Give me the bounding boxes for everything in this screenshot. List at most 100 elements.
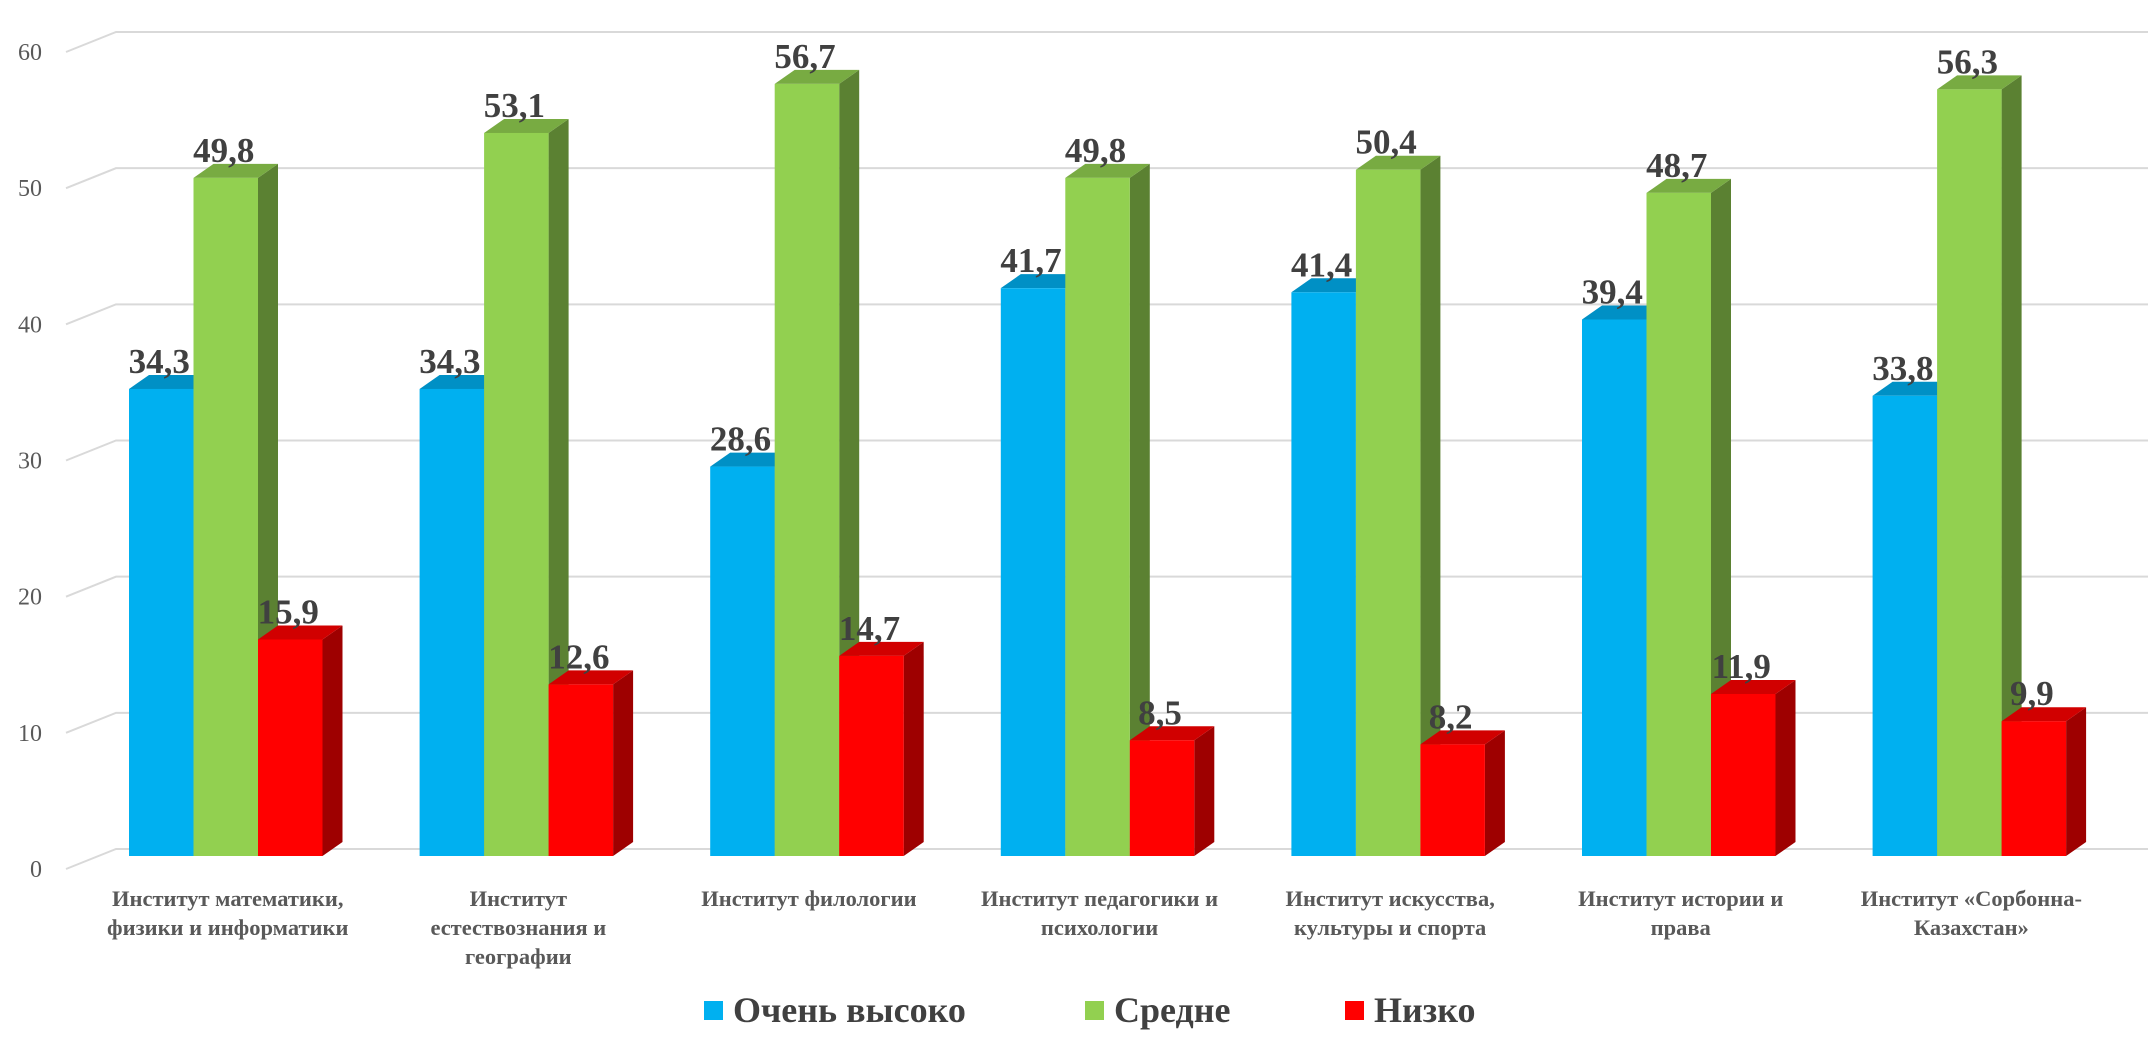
bar-front	[1355, 169, 1421, 857]
bar-front	[2001, 721, 2067, 856]
data-label-very-high-1: 34,3	[129, 342, 190, 381]
gridline	[65, 303, 2148, 326]
bars	[129, 69, 2087, 857]
data-label-medium-5: 50,4	[1356, 123, 1417, 162]
data-label-low-1: 15,9	[258, 592, 319, 631]
category-label-line: права	[1651, 915, 1711, 940]
legend-swatch-low	[1345, 1000, 1364, 1020]
data-label-very-high-5: 41,4	[1291, 245, 1352, 284]
bar-top	[484, 118, 569, 133]
bar-medium-4	[1065, 163, 1150, 856]
bar-chart: 0 10 20 30 40 50 60 34,3 49,8 15,9 34,3 53,1 12,6 28…	[18, 31, 2148, 969]
data-label-low-7: 9,9	[2010, 674, 2054, 713]
category-label-3: Институт филологии	[701, 886, 916, 911]
y-tick-label: 30	[18, 449, 42, 475]
bar-top	[548, 670, 634, 685]
bar-front	[129, 388, 194, 856]
gridline	[65, 711, 2148, 734]
category-label-2: Институт естествознания и географии	[430, 886, 606, 969]
legend-label-medium: Средне	[1114, 990, 1231, 1030]
bar-top	[419, 374, 505, 389]
legend-item-medium: Средне	[1085, 985, 1230, 1035]
category-label-line: Институт педагогики и	[981, 886, 1218, 911]
bar-medium-7	[1937, 75, 2022, 857]
bar-top	[839, 641, 924, 656]
bar-top	[1582, 305, 1667, 320]
category-label-line: Казахстан»	[1914, 915, 2029, 940]
bar-top	[1129, 726, 1215, 741]
y-axis-ticks: 0 10 20 30 40 50 60	[18, 40, 42, 883]
bar-top	[1000, 274, 1086, 289]
data-label-very-high-3: 28,6	[710, 420, 771, 459]
category-labels: Институт математики, физики и информатики…	[107, 886, 2082, 969]
category-label-line: Институт искусства,	[1285, 886, 1494, 911]
y-tick-label: 0	[30, 857, 42, 883]
category-label-4: Институт педагогики и психологии	[981, 886, 1218, 940]
category-label-line: психологии	[1041, 915, 1158, 940]
category-label-1: Институт математики, физики и информатики	[107, 886, 348, 940]
bar-side	[322, 625, 343, 856]
bar-front	[1000, 288, 1066, 856]
data-label-very-high-7: 33,8	[1872, 349, 1933, 388]
data-label-low-4: 8,5	[1138, 693, 1182, 732]
legend-item-very-high: Очень высоко	[704, 985, 966, 1035]
y-tick-label: 50	[18, 176, 42, 202]
category-label-5: Институт искусства, культуры и спорта	[1285, 886, 1494, 940]
bar-front	[484, 132, 549, 856]
bar-front	[1291, 292, 1356, 856]
category-label-line: Институт филологии	[701, 886, 916, 911]
bar-medium-3	[774, 69, 860, 856]
bar-top	[1711, 679, 1796, 694]
legend-swatch-very-high	[704, 1000, 723, 1020]
data-label-low-6: 11,9	[1712, 647, 1771, 686]
bar-front	[1129, 740, 1195, 856]
bar-side	[903, 641, 924, 856]
gridlines	[65, 31, 2148, 870]
bar-side	[1775, 679, 1796, 856]
bar-front	[193, 177, 258, 856]
data-labels: 34,3 49,8 15,9 34,3 53,1 12,6 28,6 56,7 14,7 41,7…	[129, 37, 2054, 736]
legend-label-low: Низко	[1374, 990, 1476, 1030]
category-label-line: Институт математики,	[112, 886, 343, 911]
bar-front	[1065, 177, 1130, 856]
bar-top	[258, 625, 343, 640]
legend-item-low: Низко	[1345, 985, 1475, 1035]
category-label-7: Институт «Сорбонна- Казахстан»	[1861, 886, 2082, 940]
category-label-line: географии	[465, 944, 572, 969]
legend: Очень высоко Средне Низко	[0, 985, 2148, 1035]
bar-side	[548, 118, 569, 856]
data-label-low-2: 12,6	[548, 637, 609, 676]
bar-low-3	[839, 641, 924, 856]
legend-label-very-high: Очень высоко	[733, 990, 966, 1030]
bar-top	[129, 374, 214, 389]
bar-low-2	[548, 670, 634, 856]
category-label-line: Институт	[470, 886, 568, 911]
bar-front	[258, 639, 323, 856]
bar-low-7	[2001, 707, 2087, 856]
bar-side	[2001, 75, 2022, 857]
bar-top	[774, 69, 860, 84]
gridline	[65, 31, 2148, 53]
data-label-very-high-2: 34,3	[419, 342, 480, 381]
data-label-very-high-6: 39,4	[1582, 273, 1643, 312]
y-tick-label: 40	[18, 312, 42, 338]
bar-top	[193, 163, 278, 178]
bar-medium-5	[1355, 155, 1441, 857]
bar-low-6	[1711, 679, 1796, 856]
y-tick-label: 60	[18, 40, 42, 66]
gridline	[65, 167, 2148, 190]
y-tick-label: 10	[18, 721, 42, 747]
bar-front	[1711, 693, 1776, 856]
gridline	[65, 575, 2148, 598]
bar-top	[1065, 163, 1150, 178]
bar-front	[419, 388, 485, 856]
bar-top	[1420, 730, 1505, 745]
bar-top	[1937, 75, 2022, 90]
bar-front	[1872, 395, 1938, 856]
bar-top	[2001, 707, 2087, 722]
bar-side	[1484, 730, 1505, 856]
bar-front	[1937, 89, 2002, 857]
bar-front	[839, 655, 904, 856]
category-label-line: физики и информатики	[107, 915, 348, 940]
bar-front	[548, 684, 614, 856]
